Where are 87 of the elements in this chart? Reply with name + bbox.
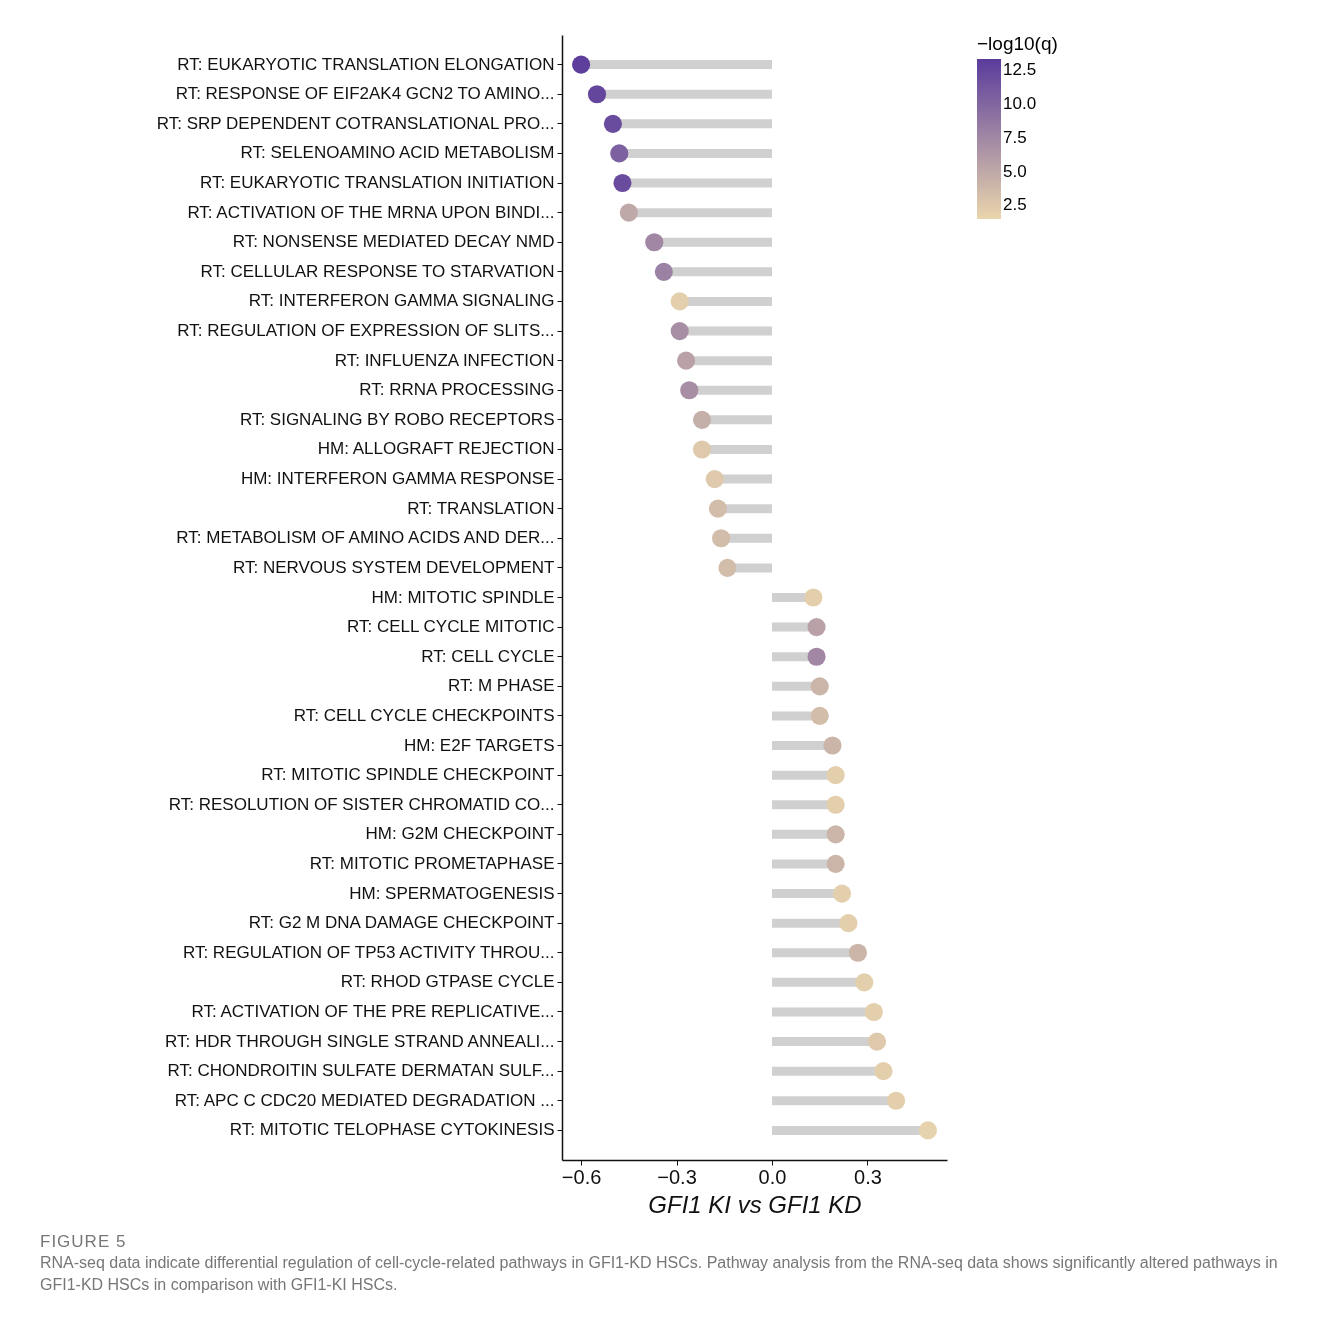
point	[832, 884, 852, 903]
x-tick-label: −0.6	[561, 1165, 602, 1188]
y-tick-label: HM: E2F TARGETS	[403, 735, 555, 755]
y-tick-label: RT: EUKARYOTIC TRANSLATION INITIATION	[199, 173, 555, 193]
point	[613, 173, 632, 193]
y-tick-label: RT: CELL CYCLE MITOTIC	[346, 617, 555, 637]
y-tick-label: HM: ALLOGRAFT REJECTION	[317, 439, 555, 459]
y-tick-label: RT: RRNA PROCESSING	[359, 380, 555, 400]
point	[692, 410, 712, 429]
x-tick-label: −0.3	[657, 1165, 697, 1188]
y-tick-label: RT: MITOTIC SPINDLE CHECKPOINT	[261, 765, 555, 785]
y-tick-label: HM: SPERMATOGENESIS	[349, 883, 555, 903]
y-tick-label: RT: INTERFERON GAMMA SIGNALING	[248, 291, 555, 311]
point	[705, 470, 724, 489]
y-tick-label: RT: MITOTIC PROMETAPHASE	[309, 853, 555, 873]
point	[718, 558, 737, 577]
point	[610, 144, 629, 163]
point	[670, 321, 689, 341]
point	[887, 1091, 906, 1110]
point	[692, 440, 712, 459]
point	[864, 1002, 883, 1022]
caption: FIGURE 5	[40, 1232, 128, 1252]
y-tick-label: RT: ACTIVATION OF THE MRNA UPON BINDI...	[187, 202, 555, 222]
color-bar-label: 12.5	[1003, 59, 1037, 79]
point	[712, 529, 731, 548]
point	[826, 825, 845, 844]
point	[807, 618, 826, 637]
color-bar-label: 5.0	[1003, 161, 1027, 181]
y-tick-label: RT: CHONDROITIN SULFATE DERMATAN SULF...	[167, 1061, 555, 1081]
point	[823, 736, 842, 755]
y-tick-label: RT: APC C CDC20 MEDIATED DEGRADATION ...	[174, 1090, 555, 1110]
y-tick-label: RT: SELENOAMINO ACID METABOLISM	[240, 143, 555, 163]
y-tick-label: RT: REGULATION OF EXPRESSION OF SLITS...	[177, 321, 555, 341]
y-tick-label: RT: G2 M DNA DAMAGE CHECKPOINT	[248, 913, 555, 933]
x-tick-label: 0.3	[854, 1165, 882, 1188]
y-tick-label: RT: REGULATION OF TP53 ACTIVITY THROU...	[182, 942, 555, 962]
point	[804, 588, 823, 607]
y-tick-label: RT: MITOTIC TELOPHASE CYTOKINESIS	[229, 1120, 555, 1140]
point	[855, 973, 874, 992]
point	[677, 351, 696, 370]
text: RNA-seq data indicate differential regulation of cell-cycle-related pathways in GFI1-KD HSCs. Pathway analysis from the RNA-seq data shows significantly altered pathways in GFI1-KD HSCs in comparison with GFI1-KI HSCs.	[40, 1253, 1279, 1296]
color-bar-label: 7.5	[1003, 127, 1027, 147]
y-tick-label: RT: RESPONSE OF EIF2AK4 GCN2 TO AMINO...	[175, 84, 555, 104]
point	[587, 85, 607, 104]
point	[645, 233, 664, 252]
y-tick-label: RT: SRP DEPENDENT COTRANSLATIONAL PRO...	[156, 113, 555, 133]
y-tick-label: RT: ACTIVATION OF THE PRE REPLICATIVE...	[191, 1001, 555, 1021]
y-tick-label: RT: NERVOUS SYSTEM DEVELOPMENT	[233, 557, 555, 577]
point	[810, 706, 829, 725]
point	[603, 114, 622, 133]
x-axis-title: GFI1 KI vs GFI1 KD	[648, 1190, 862, 1218]
point	[826, 854, 845, 874]
y-tick-label: RT: EUKARYOTIC TRANSLATION ELONGATION	[177, 54, 555, 74]
color-bar-title: −log10(q)	[977, 33, 1058, 54]
y-tick-label: RT: HDR THROUGH SINGLE STRAND ANNEALI...	[165, 1031, 555, 1051]
y-tick-label: RT: RESOLUTION OF SISTER CHROMATID CO...	[168, 794, 555, 814]
y-tick-label: RT: INFLUENZA INFECTION	[334, 350, 555, 370]
color-bar-label: 2.5	[1003, 195, 1027, 215]
point	[654, 262, 673, 281]
y-tick-label: RT: CELLULAR RESPONSE TO STARVATION	[200, 261, 555, 281]
point	[810, 677, 829, 696]
y-tick-label: RT: M PHASE	[448, 676, 555, 696]
color-bar-label: 10.0	[1003, 93, 1037, 113]
point	[839, 914, 858, 933]
point	[874, 1062, 893, 1081]
point	[867, 1032, 887, 1051]
point	[708, 499, 727, 518]
point	[826, 766, 845, 785]
x-tick-label: 0.0	[758, 1165, 787, 1188]
y-tick-label: RT: CELL CYCLE CHECKPOINTS	[293, 705, 555, 725]
point	[826, 795, 845, 814]
y-tick-label: HM: G2M CHECKPOINT	[365, 824, 555, 844]
y-tick-label: RT: NONSENSE MEDIATED DECAY NMD	[232, 232, 555, 252]
point	[619, 203, 638, 222]
y-tick-label: RT: RHOD GTPASE CYCLE	[340, 972, 555, 992]
y-tick-label: HM: INTERFERON GAMMA RESPONSE	[240, 469, 555, 489]
y-tick-label: RT: CELL CYCLE	[421, 646, 555, 666]
point	[848, 943, 867, 962]
y-tick-label: HM: MITOTIC SPINDLE	[371, 587, 555, 607]
point	[680, 381, 699, 400]
y-tick-label: RT: SIGNALING BY ROBO RECEPTORS	[239, 409, 555, 429]
point	[918, 1121, 937, 1140]
point	[807, 647, 826, 666]
y-tick-label: RT: METABOLISM OF AMINO ACIDS AND DER...	[176, 528, 555, 548]
point	[670, 292, 689, 311]
y-tick-label: RT: TRANSLATION	[407, 498, 555, 518]
point	[572, 55, 591, 74]
